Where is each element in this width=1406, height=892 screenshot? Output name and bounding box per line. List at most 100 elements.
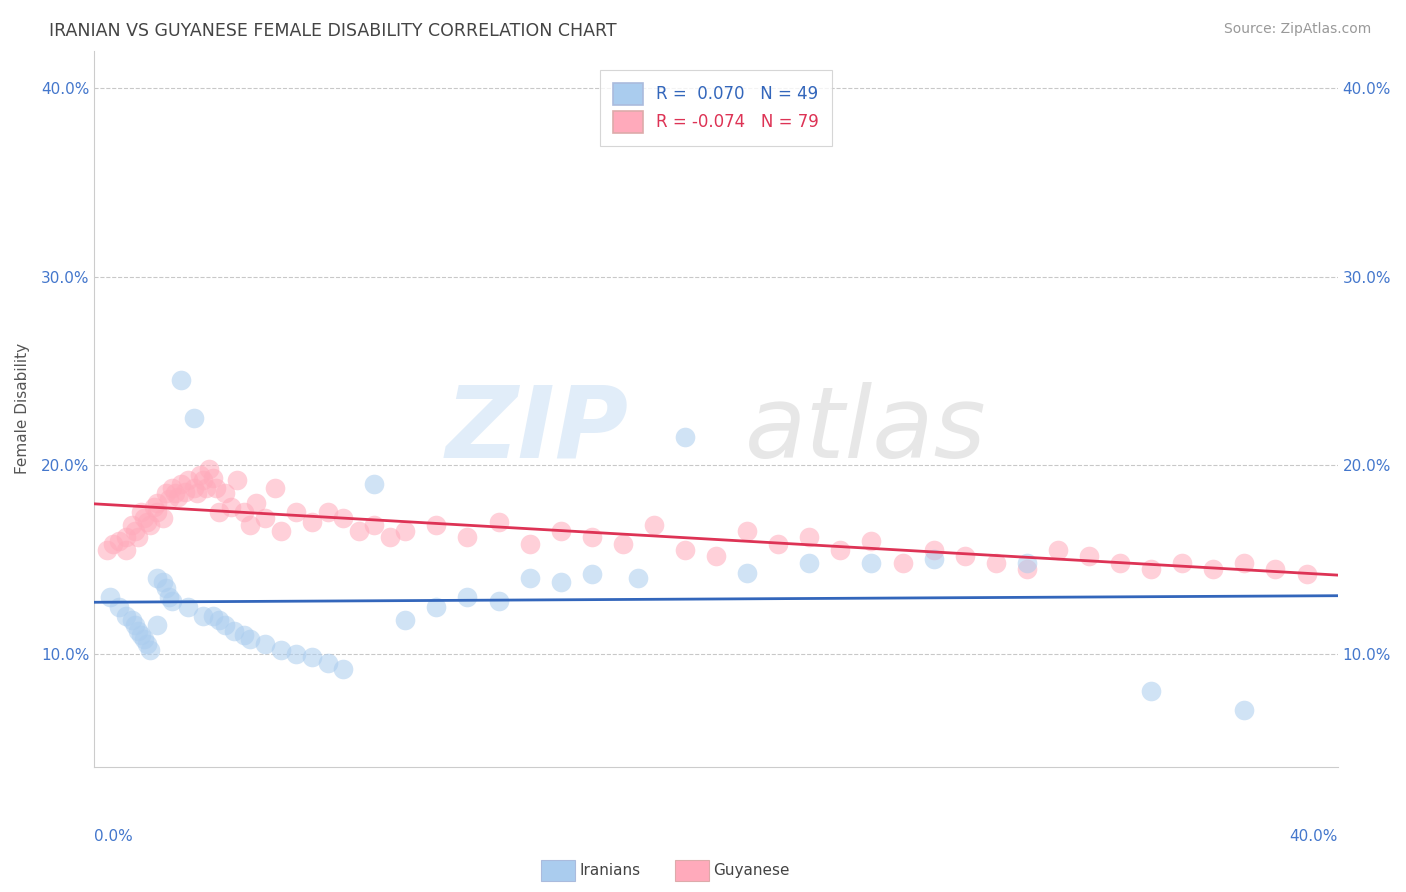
Point bbox=[612, 537, 634, 551]
Point bbox=[394, 613, 416, 627]
Point bbox=[1015, 562, 1038, 576]
Point bbox=[152, 511, 174, 525]
Point bbox=[581, 567, 603, 582]
Point bbox=[232, 505, 254, 519]
Point bbox=[984, 556, 1007, 570]
Text: ZIP: ZIP bbox=[446, 382, 628, 479]
Point bbox=[134, 632, 156, 646]
Point bbox=[735, 566, 758, 580]
Point bbox=[332, 511, 354, 525]
Point bbox=[170, 477, 193, 491]
Y-axis label: Female Disability: Female Disability bbox=[15, 343, 30, 475]
Point bbox=[188, 467, 211, 482]
Point bbox=[1233, 703, 1256, 717]
Point bbox=[363, 477, 385, 491]
Point bbox=[160, 594, 183, 608]
Point bbox=[860, 533, 883, 548]
Point bbox=[245, 496, 267, 510]
Point bbox=[254, 511, 277, 525]
Point bbox=[799, 556, 821, 570]
Point bbox=[129, 628, 152, 642]
Point bbox=[136, 637, 159, 651]
Point bbox=[643, 518, 665, 533]
Point bbox=[142, 500, 165, 514]
Point bbox=[208, 505, 231, 519]
Point bbox=[953, 549, 976, 563]
Point bbox=[193, 609, 215, 624]
Point bbox=[316, 505, 339, 519]
Point bbox=[145, 571, 167, 585]
Text: IRANIAN VS GUYANESE FEMALE DISABILITY CORRELATION CHART: IRANIAN VS GUYANESE FEMALE DISABILITY CO… bbox=[49, 22, 617, 40]
Point bbox=[860, 556, 883, 570]
Point bbox=[922, 543, 945, 558]
Point bbox=[101, 537, 124, 551]
Point bbox=[581, 530, 603, 544]
Point bbox=[922, 552, 945, 566]
Point bbox=[550, 524, 572, 538]
Point bbox=[239, 518, 262, 533]
Point bbox=[1202, 562, 1225, 576]
Point bbox=[301, 650, 323, 665]
Point bbox=[263, 481, 285, 495]
Text: atlas: atlas bbox=[744, 382, 986, 479]
Point bbox=[170, 373, 193, 387]
Point bbox=[394, 524, 416, 538]
Point bbox=[285, 505, 308, 519]
Point bbox=[226, 473, 249, 487]
Point bbox=[378, 530, 401, 544]
Point bbox=[165, 486, 187, 500]
Point bbox=[254, 637, 277, 651]
Point bbox=[124, 524, 146, 538]
Point bbox=[160, 481, 183, 495]
Text: Iranians: Iranians bbox=[579, 863, 640, 878]
Point bbox=[550, 574, 572, 589]
Point bbox=[177, 599, 200, 614]
Point bbox=[301, 515, 323, 529]
Point bbox=[152, 574, 174, 589]
Point bbox=[1109, 556, 1132, 570]
Point bbox=[108, 599, 131, 614]
Point bbox=[193, 473, 215, 487]
Point bbox=[201, 471, 224, 485]
Point bbox=[1015, 556, 1038, 570]
Legend: R =  0.070   N = 49, R = -0.074   N = 79: R = 0.070 N = 49, R = -0.074 N = 79 bbox=[600, 70, 832, 146]
Point bbox=[173, 484, 195, 499]
Point bbox=[186, 486, 208, 500]
Point bbox=[127, 624, 149, 638]
Point bbox=[121, 613, 143, 627]
Point bbox=[232, 628, 254, 642]
Point bbox=[224, 624, 246, 638]
Point bbox=[735, 524, 758, 538]
Point bbox=[201, 609, 224, 624]
Point bbox=[121, 518, 143, 533]
Text: 40.0%: 40.0% bbox=[1289, 829, 1337, 844]
Point bbox=[157, 590, 180, 604]
Point bbox=[129, 505, 152, 519]
Point bbox=[316, 656, 339, 670]
Point bbox=[1078, 549, 1101, 563]
Text: 0.0%: 0.0% bbox=[94, 829, 134, 844]
Point bbox=[270, 643, 292, 657]
Point bbox=[145, 496, 167, 510]
Point bbox=[96, 543, 118, 558]
Text: Guyanese: Guyanese bbox=[713, 863, 789, 878]
Point bbox=[145, 618, 167, 632]
Point bbox=[98, 590, 121, 604]
Point bbox=[139, 518, 162, 533]
Point bbox=[208, 613, 231, 627]
Point bbox=[183, 411, 205, 425]
Point bbox=[891, 556, 914, 570]
Point bbox=[347, 524, 370, 538]
Point bbox=[214, 618, 236, 632]
Point bbox=[363, 518, 385, 533]
Point bbox=[145, 505, 167, 519]
Point bbox=[1140, 562, 1163, 576]
Point bbox=[1171, 556, 1194, 570]
Point bbox=[114, 530, 136, 544]
Point bbox=[1140, 684, 1163, 698]
Point bbox=[127, 530, 149, 544]
Point bbox=[285, 647, 308, 661]
Point bbox=[157, 492, 180, 507]
Point bbox=[519, 537, 541, 551]
Point bbox=[704, 549, 727, 563]
